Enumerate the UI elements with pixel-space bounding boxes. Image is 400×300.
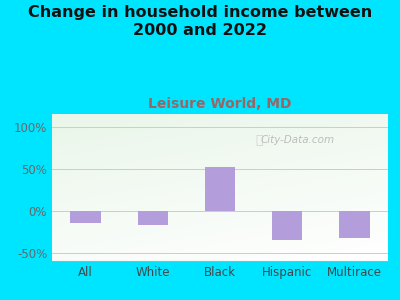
Bar: [205, 167, 235, 211]
Bar: [138, 211, 168, 225]
Bar: [339, 211, 370, 238]
Text: City-Data.com: City-Data.com: [260, 136, 334, 146]
Text: Ⓠ: Ⓠ: [255, 134, 262, 147]
Title: Leisure World, MD: Leisure World, MD: [148, 98, 292, 111]
Bar: [70, 211, 101, 223]
Bar: [272, 211, 302, 240]
Text: Change in household income between
2000 and 2022: Change in household income between 2000 …: [28, 4, 372, 38]
